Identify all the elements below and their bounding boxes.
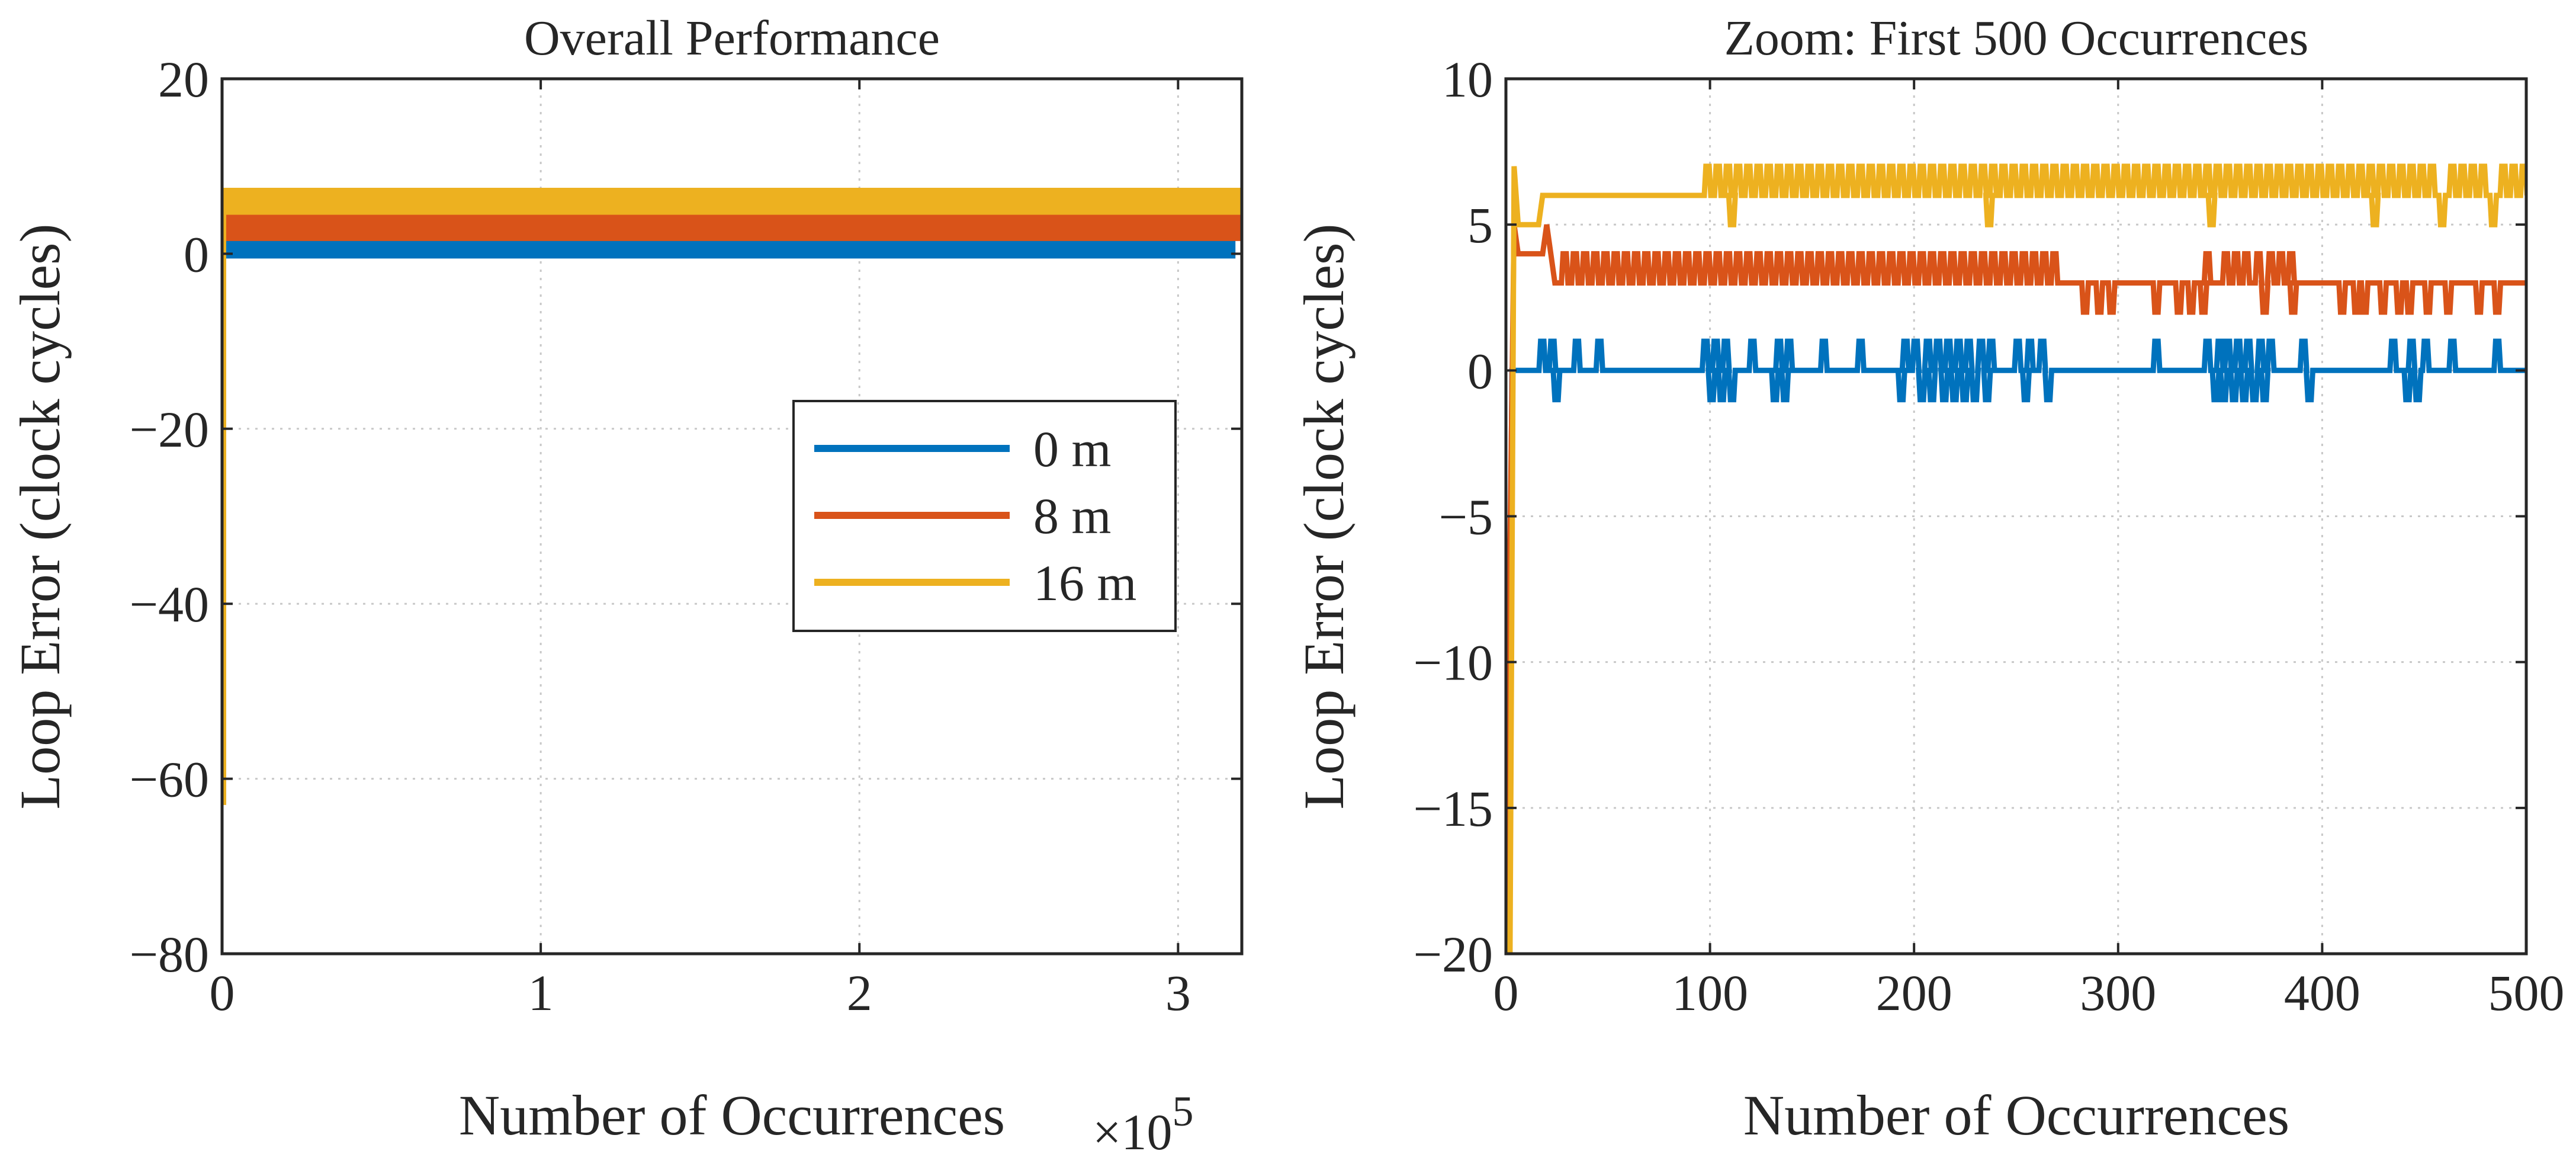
left-x-axis-label: Number of Occurrences <box>459 1083 1005 1147</box>
left-x-multiplier: ×105 <box>1093 1088 1194 1160</box>
right-ticks: 0 100 200 300 400 500 −20 −15 −10 −5 0 5 10 <box>1413 51 2564 1021</box>
y-tick-label: −20 <box>129 401 209 458</box>
left-chart-title: Overall Performance <box>524 11 940 66</box>
y-tick-label: 20 <box>158 51 209 108</box>
x-tick-label: 0 <box>210 964 235 1021</box>
series-16-m <box>222 188 1242 805</box>
y-tick-label: −60 <box>129 751 209 808</box>
legend-label: 8 m <box>1033 488 1111 544</box>
left-x-multiplier-base: ×10 <box>1093 1104 1173 1160</box>
series-8-m <box>222 214 1242 241</box>
x-tick-label: 300 <box>2080 964 2156 1021</box>
legend: 0 m 8 m 16 m <box>792 400 1177 632</box>
legend-label: 16 m <box>1033 554 1136 611</box>
left-ticks: 0 1 2 3 −80 −60 −40 −20 0 20 <box>129 51 1242 1021</box>
legend-label: 0 m <box>1033 421 1111 477</box>
y-tick-label: 0 <box>184 226 209 283</box>
y-tick-label: −5 <box>1438 489 1493 546</box>
x-tick-label: 3 <box>1165 964 1191 1021</box>
y-tick-label: −10 <box>1413 634 1493 691</box>
series-16-m <box>1506 163 2526 954</box>
right-series <box>1506 163 2526 954</box>
right-y-axis-label: Loop Error (clock cycles) <box>1292 224 1356 810</box>
y-tick-label: −40 <box>129 576 209 633</box>
right-chart-title: Zoom: First 500 Occurrences <box>1724 11 2309 66</box>
x-tick-label: 1 <box>528 964 554 1021</box>
series-0-m <box>222 240 1236 259</box>
left-axes-frame <box>220 77 1244 956</box>
y-tick-label: 5 <box>1467 197 1493 254</box>
x-tick-label: 400 <box>2284 964 2360 1021</box>
series-8-m <box>1506 224 2526 954</box>
x-tick-label: 2 <box>847 964 872 1021</box>
chart-zoom-first-500: 0 100 200 300 400 500 −20 −15 −10 −5 0 5 10 Zoom: Fi… <box>1292 11 2565 1147</box>
y-tick-label: 0 <box>1467 342 1493 399</box>
x-tick-label: 100 <box>1672 964 1748 1021</box>
series-0-m <box>1506 338 2526 954</box>
series-band <box>222 214 1242 241</box>
y-tick-label: −15 <box>1413 780 1493 837</box>
series-band <box>222 240 1236 259</box>
x-tick-label: 0 <box>1493 964 1519 1021</box>
x-tick-label: 500 <box>2488 964 2565 1021</box>
y-tick-label: −80 <box>129 926 209 983</box>
left-x-multiplier-exponent: 5 <box>1173 1088 1194 1135</box>
legend-entries: 0 m 8 m 16 m <box>814 421 1136 611</box>
left-y-axis-label: Loop Error (clock cycles) <box>8 224 72 810</box>
series-band <box>222 188 1242 215</box>
left-series <box>222 188 1242 805</box>
x-tick-label: 200 <box>1876 964 1952 1021</box>
y-tick-label: −20 <box>1413 926 1493 983</box>
right-x-axis-label: Number of Occurrences <box>1743 1083 2289 1147</box>
y-tick-label: 10 <box>1442 51 1493 108</box>
